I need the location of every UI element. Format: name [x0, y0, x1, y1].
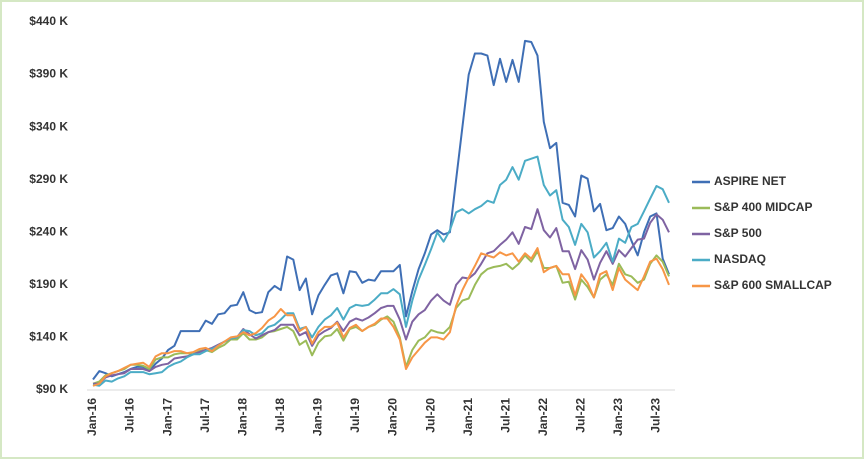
x-tick-label: Jul-21 — [498, 398, 512, 433]
y-tick-label: $440 K — [29, 14, 68, 28]
x-tick-label: Jan-23 — [611, 398, 625, 436]
x-tick-label: Jan-21 — [461, 398, 475, 436]
x-tick-label: Jul-18 — [273, 398, 287, 433]
x-tick-label: Jan-17 — [160, 398, 174, 436]
x-tick-label: Jan-19 — [311, 398, 325, 436]
x-tick-label: Jan-22 — [536, 398, 550, 436]
x-tick-label: Jul-19 — [348, 398, 362, 433]
x-tick-label: Jul-22 — [574, 398, 588, 433]
x-tick-label: Jan-16 — [85, 398, 99, 436]
legend-label: S&P 400 MIDCAP — [714, 200, 812, 214]
series-line — [93, 208, 670, 385]
x-tick-label: Jan-20 — [386, 398, 400, 436]
y-tick-label: $340 K — [29, 119, 68, 133]
x-tick-label: Jul-17 — [198, 398, 212, 433]
y-tick-label: $240 K — [29, 224, 68, 238]
series-line — [92, 247, 670, 387]
series-line — [92, 39, 670, 381]
series-line — [92, 155, 670, 387]
y-tick-label: $290 K — [29, 172, 68, 186]
legend-label: S&P 600 SMALLCAP — [714, 278, 832, 292]
y-tick-label: $390 K — [29, 67, 68, 81]
x-tick-label: Jul-16 — [123, 398, 137, 433]
x-tick-label: Jul-20 — [423, 398, 437, 433]
y-tick-label: $140 K — [29, 330, 68, 344]
y-tick-label: $190 K — [29, 277, 68, 291]
legend-label: S&P 500 — [714, 226, 762, 240]
y-tick-label: $90 K — [36, 382, 68, 396]
legend-label: ASPIRE NET — [714, 174, 787, 188]
legend-label: NASDAQ — [714, 252, 766, 266]
x-tick-label: Jan-18 — [235, 398, 249, 436]
x-tick-label: Jul-23 — [649, 398, 663, 433]
